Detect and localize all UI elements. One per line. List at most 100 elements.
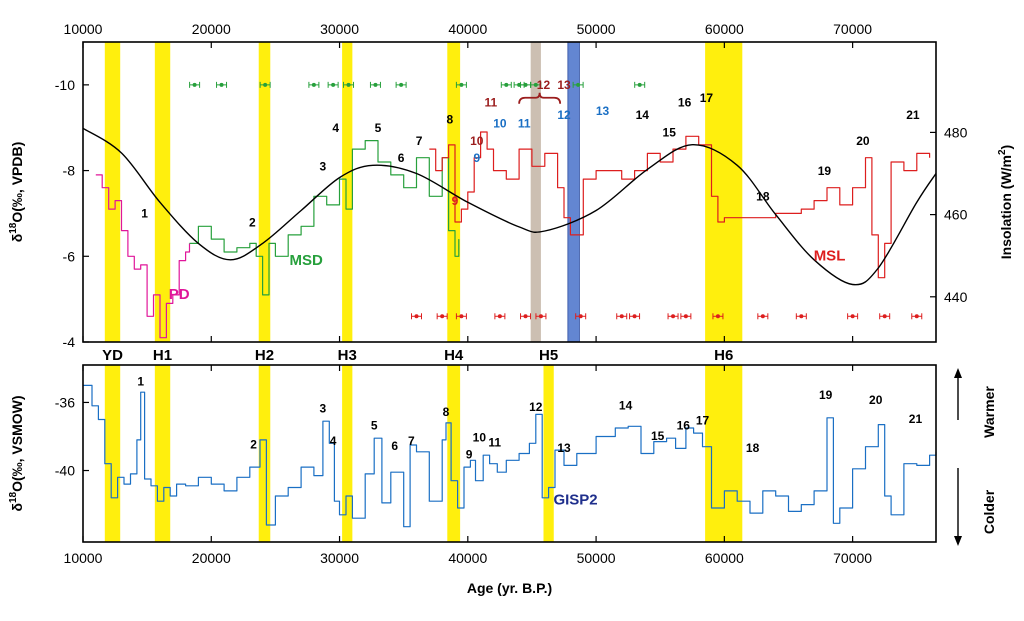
event-number-label: 1 [137, 374, 144, 388]
dating-point [331, 82, 336, 87]
series-line [83, 384, 937, 528]
event-number-label: 21 [909, 412, 923, 426]
y-tick-label-left: -8 [63, 163, 76, 179]
colder-label: Colder [981, 489, 997, 534]
y-axis-title-right: Insolation (W/m2) [997, 145, 1014, 259]
event-band [104, 42, 121, 342]
event-number-label: 13 [557, 441, 571, 455]
y-tick-label-right: 440 [944, 289, 968, 305]
bands-layer [104, 41, 743, 542]
y-axis-title-part: δ [9, 503, 25, 512]
x-tick-label: 40000 [448, 21, 487, 37]
series-line [429, 131, 931, 279]
y-axis-title-left: δ18O(‰, VPDB) [8, 142, 25, 243]
event-number-label: 16 [677, 419, 691, 433]
event-band-label: H2 [255, 347, 274, 364]
y-tick-label-left: -36 [55, 394, 75, 410]
event-number-label: 20 [869, 393, 883, 407]
event-number-label: 10 [473, 431, 487, 445]
y-axis-title-part: 2 [997, 149, 1008, 155]
x-tick-label: 70000 [833, 21, 872, 37]
y-axis-title-part: ) [998, 145, 1014, 150]
event-number-label: 10 [470, 134, 484, 148]
event-band [530, 42, 541, 342]
x-tick-label: 70000 [833, 550, 872, 566]
y-tick-label-right: 460 [944, 207, 968, 223]
event-number-label: 2 [249, 215, 256, 229]
series-line [82, 127, 937, 286]
event-band [104, 365, 121, 542]
x-tick-label: 10000 [64, 550, 103, 566]
dating-point [523, 314, 528, 319]
dating-point [373, 82, 378, 87]
event-band [705, 42, 743, 342]
series-line [189, 140, 460, 296]
event-number-label: 4 [332, 121, 339, 135]
dating-point [192, 82, 197, 87]
y-axis-title-left: δ18O(‰, VSMOW) [8, 395, 25, 511]
event-band-label: H3 [338, 347, 357, 364]
y-axis-title-part: δ [9, 234, 25, 243]
event-number-label: 9 [452, 194, 459, 208]
axes-layer: 10000 20000 30000 40000 50000 60000 70000 -10 -8… [8, 21, 1014, 596]
event-band-label: H1 [153, 347, 172, 364]
event-number-label: 7 [408, 434, 415, 448]
dating-point [346, 82, 351, 87]
event-number-label: 9 [473, 151, 480, 165]
dating-point [459, 82, 464, 87]
event-number-label: 12 [529, 400, 543, 414]
dating-point [850, 314, 855, 319]
y-axis-title-part: 18 [8, 222, 19, 234]
dating-point [760, 314, 765, 319]
event-number-label: 12 [537, 78, 551, 92]
event-band [705, 365, 743, 542]
y-tick-label-left: -10 [55, 77, 75, 93]
event-number-label: 6 [398, 151, 405, 165]
dating-point [637, 82, 642, 87]
event-number-label: 5 [375, 121, 382, 135]
event-band [342, 42, 353, 342]
x-tick-label: 30000 [320, 550, 359, 566]
event-number-label: 19 [819, 388, 833, 402]
warmer-label: Warmer [981, 386, 997, 438]
event-band-label: YD [102, 347, 123, 364]
y-axis-title-part: 18 [8, 491, 19, 503]
event-band [258, 365, 271, 542]
event-number-label: 13 [596, 104, 610, 118]
event-number-label: 3 [320, 402, 327, 416]
event-number-label: 17 [696, 414, 710, 428]
event-number-label: 6 [391, 439, 398, 453]
event-number-label: 5 [371, 419, 378, 433]
event-band [154, 365, 171, 542]
x-tick-label: 60000 [705, 550, 744, 566]
dating-point [263, 82, 268, 87]
dating-point [399, 82, 404, 87]
y-axis-title-part: Insolation (W/m [998, 155, 1014, 259]
event-number-label: 1 [141, 207, 148, 221]
x-tick-label: 50000 [577, 550, 616, 566]
event-number-label: 20 [856, 134, 870, 148]
x-tick-label: 40000 [448, 550, 487, 566]
series-name-label: PD [169, 286, 190, 303]
event-number-label: 12 [557, 108, 571, 122]
event-number-label: 2 [250, 437, 257, 451]
event-band-label: H6 [714, 347, 733, 364]
x-tick-label: 20000 [192, 21, 231, 37]
event-number-label: 10 [493, 117, 507, 131]
y-axis-title-part: O(‰, VSMOW) [9, 395, 25, 491]
event-number-label: 18 [756, 190, 770, 204]
event-band-label: H5 [539, 347, 558, 364]
event-number-label: 16 [678, 95, 692, 109]
event-number-label: 8 [447, 112, 454, 126]
dating-point [619, 314, 624, 319]
dating-point [504, 82, 509, 87]
event-number-label: 14 [636, 108, 650, 122]
dating-point [311, 82, 316, 87]
event-number-label: 4 [330, 434, 337, 448]
event-brace [518, 92, 562, 104]
dating-point [715, 314, 720, 319]
dating-point [683, 314, 688, 319]
event-number-label: 17 [700, 91, 714, 105]
y-tick-label-left: -40 [55, 463, 75, 479]
event-number-label: 15 [663, 125, 677, 139]
